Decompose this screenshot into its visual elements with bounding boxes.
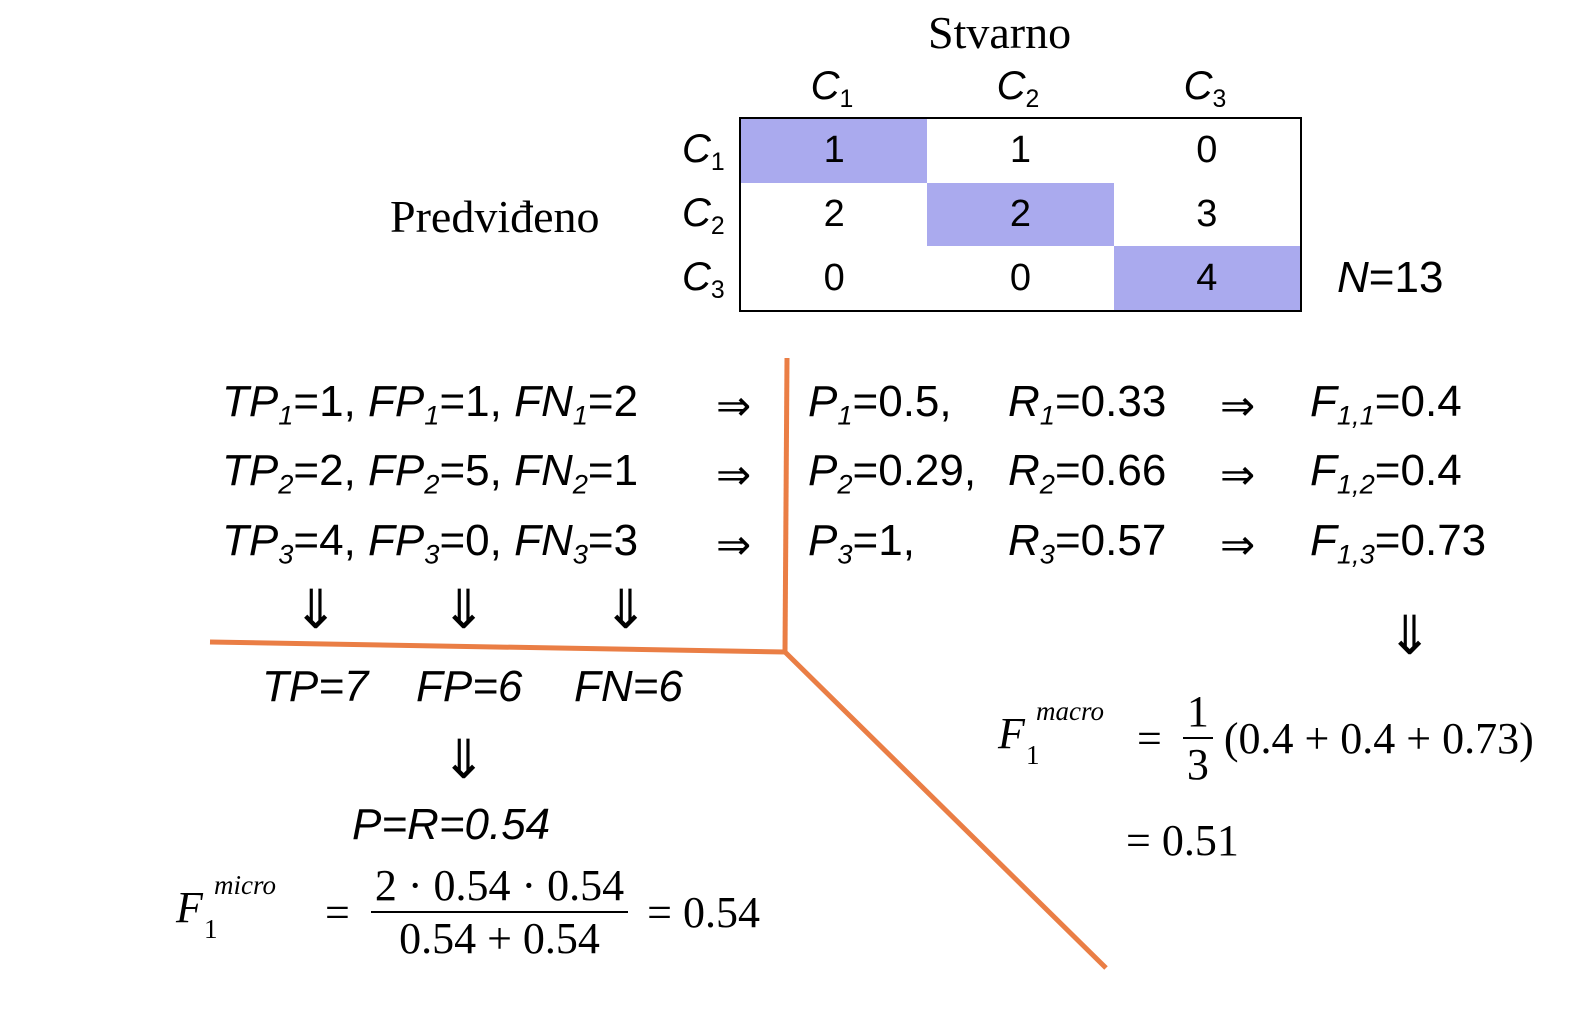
down-arrow: ⇓	[293, 580, 339, 640]
total-fn: FN=6	[574, 662, 683, 711]
implies-arrow: ⇒	[1220, 453, 1256, 499]
down-arrow: ⇓	[441, 580, 487, 640]
f1-micro-fraction: 2 · 0.54 · 0.54 0.54 + 0.54	[370, 860, 629, 964]
col-header-c3: C3	[1183, 64, 1227, 113]
total-tp: TP=7	[262, 662, 369, 711]
matrix-cell: 0	[823, 256, 845, 299]
f1-micro-symbol: F micro 1	[176, 870, 276, 944]
f1-class-2: F1,2=0.4	[1310, 446, 1462, 500]
recall-1: R1=0.33	[1008, 377, 1167, 431]
matrix-cell: 3	[1196, 192, 1218, 235]
divider-diagonal	[783, 650, 1108, 970]
confusion-matrix: 1 1 0 2 2 3 0 0 4	[739, 117, 1302, 312]
matrix-cell: 2	[927, 182, 1114, 247]
precision-3: P3=1,	[808, 516, 915, 570]
total-count: N=13	[1337, 253, 1444, 302]
matrix-cell: 2	[823, 192, 845, 235]
implies-arrow: ⇒	[716, 453, 752, 499]
implies-arrow: ⇒	[716, 523, 752, 569]
down-arrow: ⇓	[441, 730, 487, 790]
matrix-cell: 1	[741, 119, 928, 183]
implies-arrow: ⇒	[1220, 384, 1256, 430]
implies-arrow: ⇒	[716, 384, 752, 430]
row-header-c3: C3	[682, 255, 725, 304]
recall-3: R3=0.57	[1008, 516, 1167, 570]
implies-arrow: ⇒	[1220, 523, 1256, 569]
total-fp: FP=6	[416, 662, 523, 711]
counts-row-3: TP3=4, FP3=0, FN3=3	[222, 516, 639, 570]
down-arrow: ⇓	[603, 580, 649, 640]
down-arrow: ⇓	[1387, 606, 1433, 666]
precision-1: P1=0.5,	[808, 377, 952, 431]
predicted-label: Predviđeno	[390, 191, 600, 242]
row-header-c2: C2	[682, 191, 725, 240]
micro-precision-recall: P=R=0.54	[352, 800, 551, 849]
f1-micro-formula: F micro 1 = 2 · 0.54 · 0.54 0.54 + 0.54 …	[176, 860, 760, 964]
divider-vertical	[782, 357, 790, 653]
precision-2: P2=0.29,	[808, 446, 977, 500]
col-header-c2: C2	[996, 64, 1040, 113]
divider-horizontal	[209, 639, 786, 655]
matrix-cell: 0	[1009, 256, 1032, 299]
f1-macro-formula: F macro 1 = 1 3 (0.4 + 0.4 + 0.73)	[998, 686, 1534, 790]
actual-label: Stvarno	[928, 7, 1072, 58]
matrix-cell: 1	[1009, 129, 1032, 172]
row-header-c1: C1	[682, 127, 725, 176]
f1-class-3: F1,3=0.73	[1310, 516, 1487, 570]
counts-row-1: TP1=1, FP1=1, FN1=2	[222, 377, 639, 431]
f1-macro-fraction: 1 3	[1182, 686, 1213, 790]
col-header-c1: C1	[810, 64, 854, 113]
f1-macro-symbol: F macro 1	[998, 696, 1104, 770]
recall-2: R2=0.66	[1008, 446, 1167, 500]
f1-class-1: F1,1=0.4	[1310, 377, 1462, 431]
matrix-cell: 0	[1196, 129, 1218, 172]
matrix-cell: 4	[1113, 246, 1300, 310]
f1-macro-result: = 0.51	[1126, 816, 1239, 865]
counts-row-2: TP2=2, FP2=5, FN2=1	[222, 446, 639, 500]
